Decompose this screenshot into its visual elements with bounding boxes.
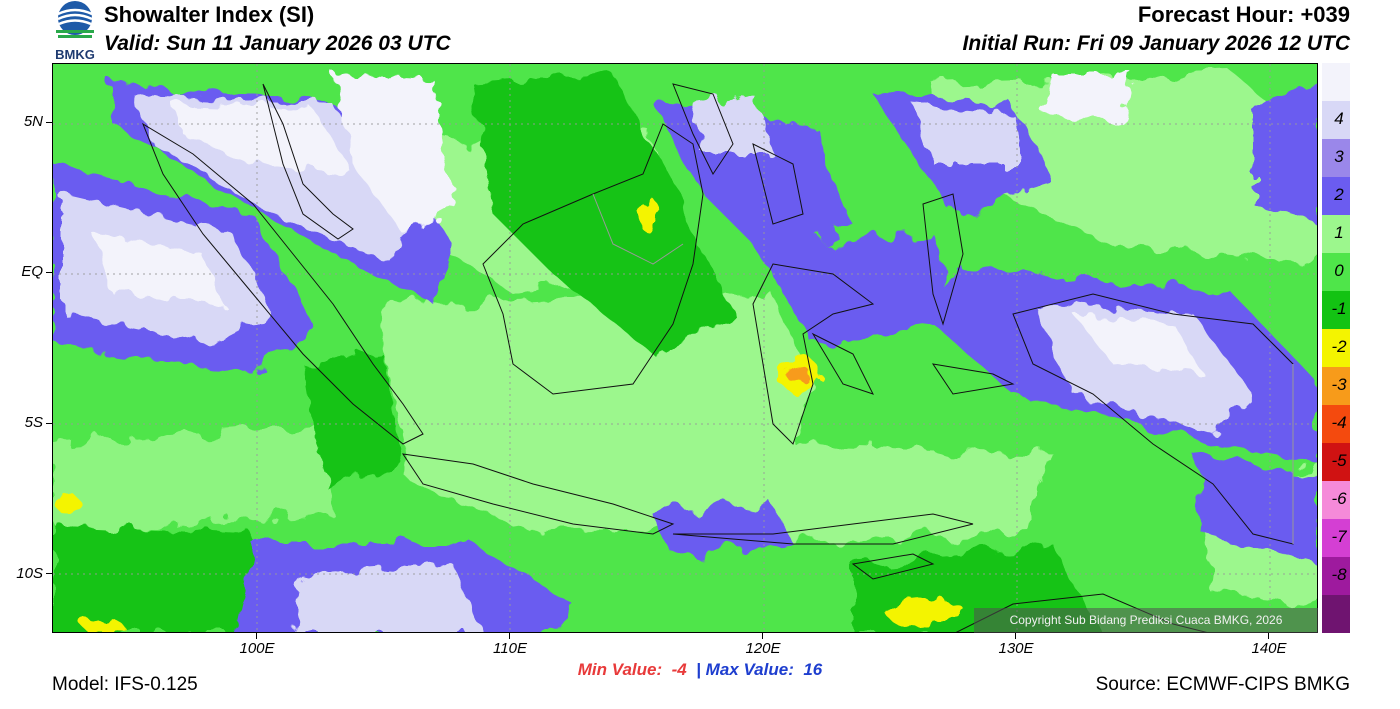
colorbar-label: -7 bbox=[1331, 527, 1347, 546]
lon-label-130e: 130E bbox=[998, 640, 1034, 657]
logo-text: BMKG bbox=[55, 47, 95, 62]
lon-tick bbox=[1015, 633, 1016, 639]
colorbar-label: 0 bbox=[1334, 261, 1344, 280]
lat-tick bbox=[46, 573, 52, 574]
min-value: Min Value: -4 bbox=[578, 660, 687, 679]
colorbar-cell bbox=[1322, 291, 1350, 329]
colorbar-label: -3 bbox=[1331, 375, 1347, 394]
colorbar-label: -6 bbox=[1331, 489, 1347, 508]
colorbar-cell bbox=[1322, 481, 1350, 519]
lon-tick bbox=[1268, 633, 1269, 639]
lat-label-5s: 5S bbox=[24, 414, 43, 431]
max-label: Max Value: bbox=[705, 660, 794, 679]
lat-tick bbox=[46, 423, 52, 424]
lon-label-120e: 120E bbox=[745, 640, 781, 657]
colorbar-cell bbox=[1322, 367, 1350, 405]
colorbar-label: 1 bbox=[1334, 223, 1344, 242]
min-max-values: Min Value: -4 | Max Value: 16 bbox=[0, 660, 1400, 680]
colorbar-cell bbox=[1322, 443, 1350, 481]
colorbar-label: 4 bbox=[1334, 109, 1344, 128]
forecast-hour: Forecast Hour: +039 bbox=[1137, 2, 1350, 27]
colorbar-label: 3 bbox=[1334, 147, 1344, 166]
lon-label-110e: 110E bbox=[493, 640, 527, 657]
colorbar-cell bbox=[1322, 101, 1350, 139]
colorbar bbox=[1322, 63, 1350, 633]
model-label: Model: IFS-0.125 bbox=[52, 674, 198, 695]
lat-label-eq: EQ bbox=[21, 263, 43, 280]
lon-tick bbox=[762, 633, 763, 639]
colorbar-cell bbox=[1322, 253, 1350, 291]
colorbar-cell bbox=[1322, 63, 1350, 101]
lat-tick bbox=[46, 272, 52, 273]
colorbar-label: -4 bbox=[1331, 413, 1347, 432]
showalter-index-map bbox=[52, 63, 1318, 633]
separator: | bbox=[696, 660, 701, 679]
colorbar-label: 2 bbox=[1334, 185, 1344, 204]
lat-label-5n: 5N bbox=[23, 113, 43, 130]
min-number: -4 bbox=[671, 660, 687, 679]
lat-label-10s: 10S bbox=[16, 565, 43, 582]
lon-tick bbox=[256, 633, 257, 639]
lon-label-100e: 100E bbox=[239, 640, 275, 657]
max-number: 16 bbox=[803, 660, 823, 679]
initial-run: Initial Run: Fri 09 January 2026 12 UTC bbox=[962, 32, 1350, 55]
colorbar-cell bbox=[1322, 177, 1350, 215]
min-label: Min Value: bbox=[577, 660, 663, 679]
lon-tick bbox=[509, 633, 510, 639]
page-title: Showalter Index (SI) bbox=[104, 2, 315, 27]
copyright-notice: Copyright Sub Bidang Prediksi Cuaca BMKG… bbox=[974, 608, 1318, 633]
colorbar-cell bbox=[1322, 519, 1350, 557]
colorbar-cell bbox=[1322, 405, 1350, 443]
colorbar-label: -8 bbox=[1331, 565, 1347, 584]
colorbar-cell bbox=[1322, 557, 1350, 595]
lat-tick bbox=[46, 122, 52, 123]
max-value: Max Value: 16 bbox=[706, 660, 823, 679]
source-label: Source: ECMWF-CIPS BMKG bbox=[1095, 674, 1350, 695]
colorbar-label: -5 bbox=[1331, 451, 1347, 470]
colorbar-cell bbox=[1322, 595, 1350, 633]
lon-label-140e: 140E bbox=[1251, 640, 1287, 657]
bmkg-logo: BMKG bbox=[50, 0, 100, 62]
valid-time: Valid: Sun 11 January 2026 03 UTC bbox=[104, 32, 451, 55]
colorbar-cell bbox=[1322, 215, 1350, 253]
colorbar-cell bbox=[1322, 329, 1350, 367]
colorbar-label: -1 bbox=[1331, 299, 1347, 318]
colorbar-cell bbox=[1322, 139, 1350, 177]
colorbar-label: -2 bbox=[1331, 337, 1347, 356]
coastlines bbox=[141, 83, 1294, 632]
